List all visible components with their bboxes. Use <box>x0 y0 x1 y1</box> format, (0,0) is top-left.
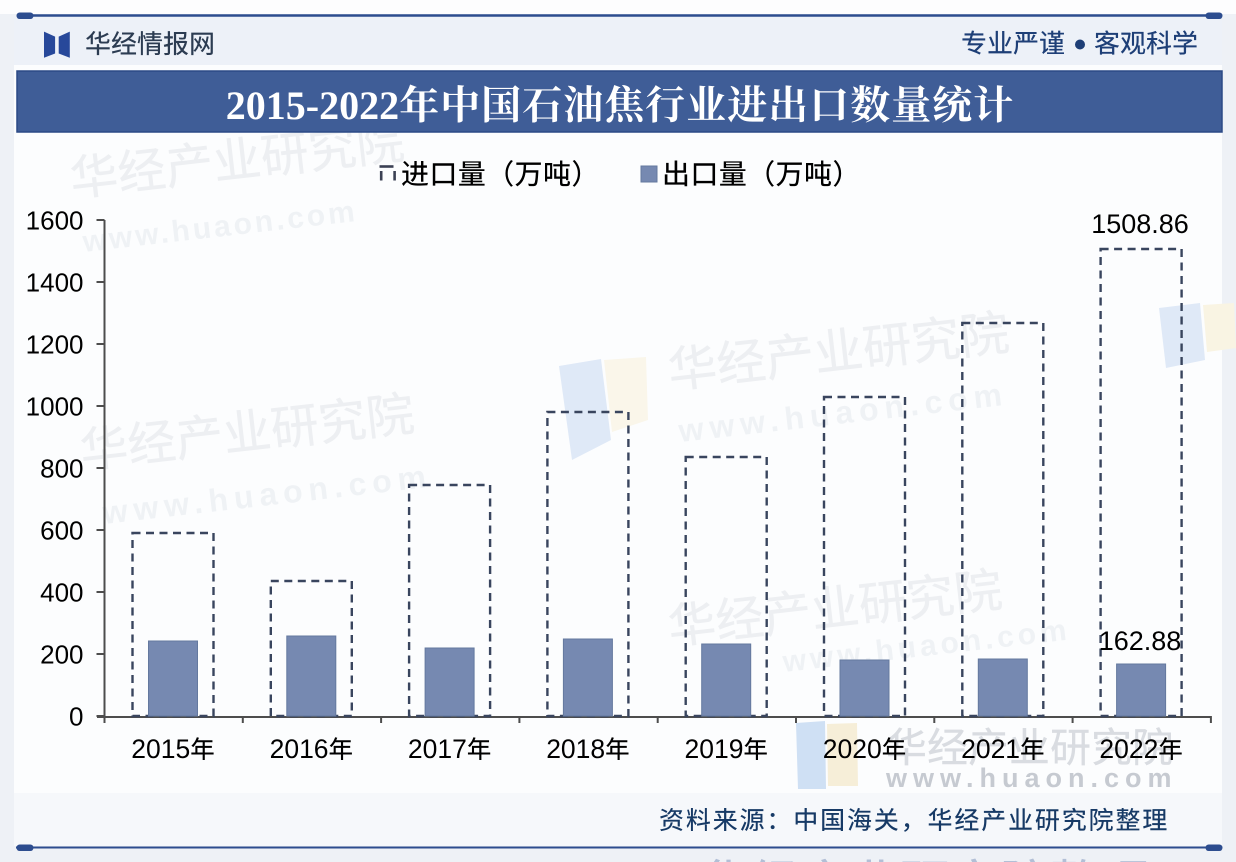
svg-text:www.huaon.com: www.huaon.com <box>885 763 1178 793</box>
svg-text:2021: 2021 <box>961 734 1020 764</box>
svg-text:2022: 2022 <box>1099 734 1158 764</box>
svg-text:600: 600 <box>40 516 83 546</box>
svg-text:1508.86: 1508.86 <box>1091 209 1189 239</box>
svg-text:400: 400 <box>40 578 83 608</box>
svg-text:800: 800 <box>40 454 83 484</box>
svg-text:1600: 1600 <box>26 206 84 236</box>
svg-text:0: 0 <box>69 702 83 732</box>
svg-text:1400: 1400 <box>26 268 84 298</box>
svg-text:2018: 2018 <box>546 734 605 764</box>
svg-text:2016: 2016 <box>270 734 329 764</box>
svg-text:200: 200 <box>40 640 83 670</box>
svg-text:2015-2022: 2015-2022 <box>226 83 399 128</box>
svg-text:2015: 2015 <box>131 734 190 764</box>
svg-text:1000: 1000 <box>26 392 84 422</box>
svg-text:1200: 1200 <box>26 330 84 360</box>
svg-text:2019: 2019 <box>685 734 744 764</box>
svg-text:2020: 2020 <box>823 734 882 764</box>
svg-text:162.88: 162.88 <box>1099 626 1182 656</box>
svg-text:2017: 2017 <box>408 734 467 764</box>
